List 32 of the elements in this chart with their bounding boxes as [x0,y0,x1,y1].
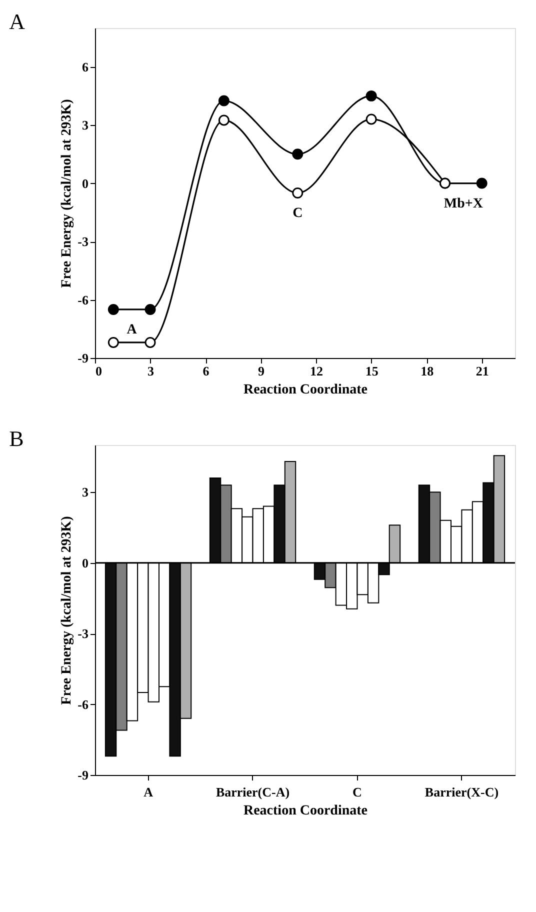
x-tick-label: 6 [202,364,210,378]
x-axis-title: Reaction Coordinate [243,804,368,818]
annotation: A [126,322,138,338]
annotation: C [292,206,303,221]
y-tick-label: -3 [78,626,89,642]
x-tick-label: 9 [258,364,266,378]
y-tick-label: -6 [78,292,89,308]
x-tick-label: 15 [365,364,379,378]
y-tick-label: 0 [82,176,88,191]
x-tick-label: Barrier(X-C) [424,784,499,800]
x-tick-label: C [352,784,362,800]
y-tick-label: -6 [78,696,89,712]
y-tick-label: 3 [82,484,89,500]
x-tick-label: 0 [96,364,102,378]
x-axis-title: Reaction Coordinate [243,382,368,398]
x-tick-label: A [144,784,154,800]
chart-title: B [9,426,24,451]
x-tick-label: Barrier(C-A) [216,784,290,800]
x-tick-label: 21 [476,364,489,378]
y-tick-label: 6 [82,59,89,74]
y-tick-label: 0 [82,555,88,570]
y-tick-label: -3 [78,234,89,250]
y-axis-title: Free Energy (kcal/mol at 293K) [60,98,75,288]
x-tick-label: 3 [148,364,155,378]
chart-title: A [9,9,26,34]
y-axis-title: Free Energy (kcal/mol at 293K) [60,516,75,705]
y-tick-label: -9 [78,768,89,782]
y-tick-label: -9 [78,350,89,366]
annotation: Mb+X [444,196,483,212]
x-tick-label: 18 [420,364,434,378]
y-tick-label: 3 [82,118,89,133]
x-tick-label: 12 [310,364,324,378]
